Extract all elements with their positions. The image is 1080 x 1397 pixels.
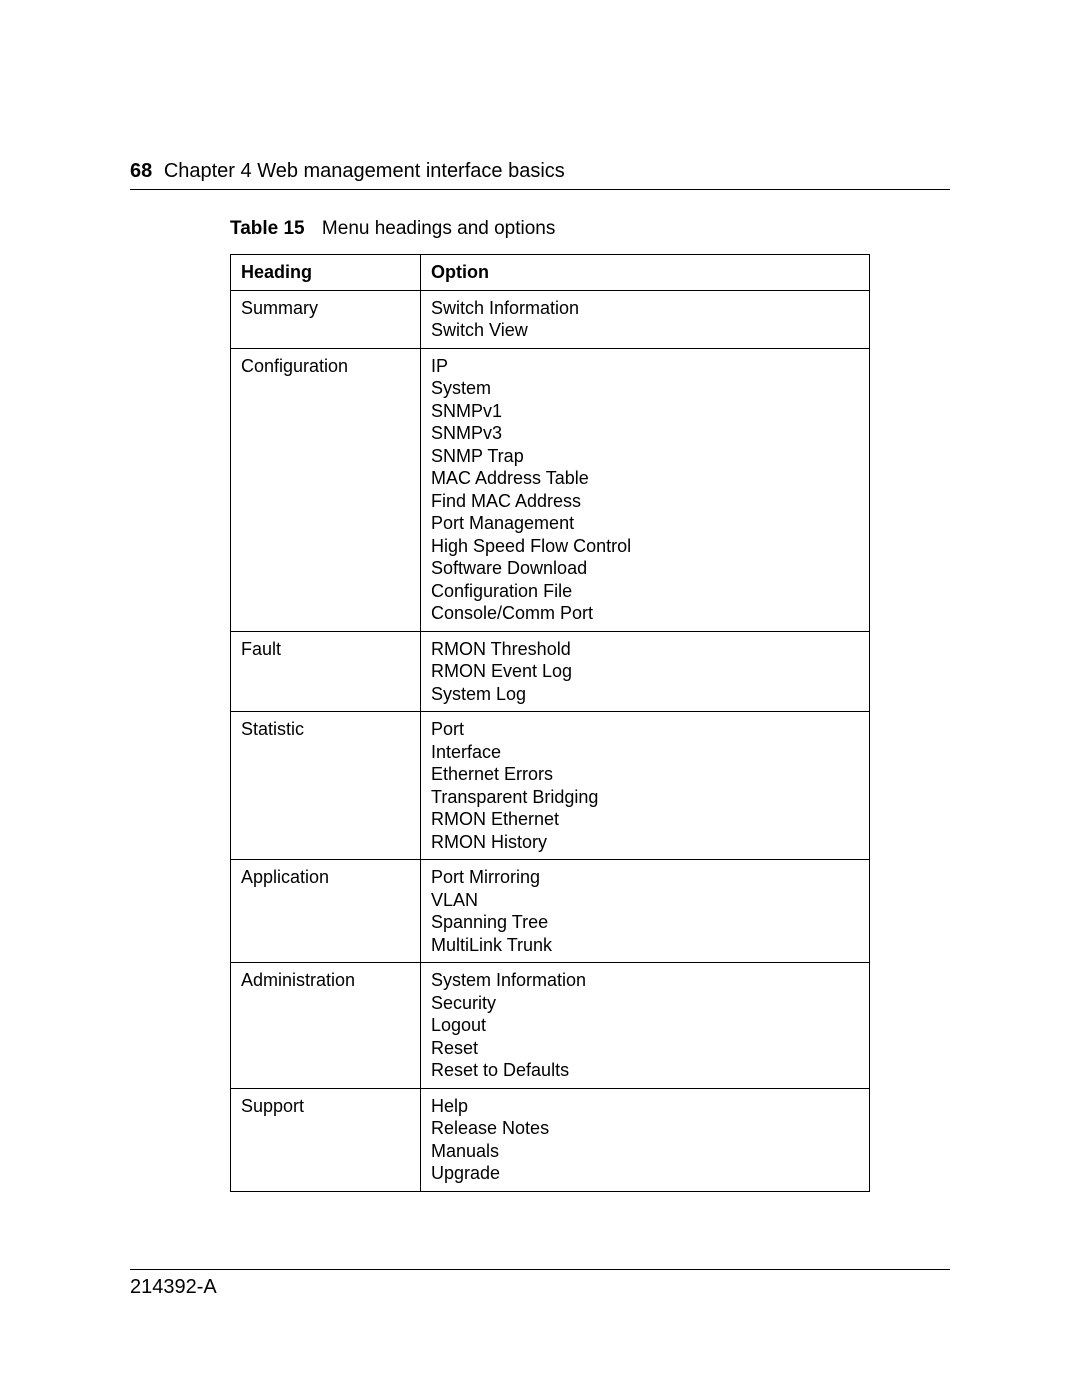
cell-heading: Fault [231, 631, 421, 712]
cell-options: HelpRelease NotesManualsUpgrade [421, 1088, 870, 1191]
option-line: Upgrade [431, 1162, 859, 1185]
option-line: Reset [431, 1037, 859, 1060]
option-line: Find MAC Address [431, 490, 859, 513]
cell-options: Switch InformationSwitch View [421, 290, 870, 348]
option-line: Console/Comm Port [431, 602, 859, 625]
option-line: System Log [431, 683, 859, 706]
option-line: Spanning Tree [431, 911, 859, 934]
cell-heading: Summary [231, 290, 421, 348]
cell-options: PortInterfaceEthernet ErrorsTransparent … [421, 712, 870, 860]
cell-options: System InformationSecurityLogoutResetRes… [421, 963, 870, 1089]
option-line: Switch Information [431, 297, 859, 320]
option-line: Ethernet Errors [431, 763, 859, 786]
option-line: Help [431, 1095, 859, 1118]
page-number: 68 [130, 160, 152, 182]
option-line: System Information [431, 969, 859, 992]
document-page: 68 Chapter 4 Web management interface ba… [0, 0, 1080, 1397]
option-line: Switch View [431, 319, 859, 342]
cell-options: RMON ThresholdRMON Event LogSystem Log [421, 631, 870, 712]
col-heading: Heading [231, 255, 421, 291]
table-caption: Table 15 Menu headings and options [230, 218, 950, 240]
option-line: RMON History [431, 831, 859, 854]
option-line: RMON Event Log [431, 660, 859, 683]
table-caption-text: Menu headings and options [322, 218, 555, 239]
option-line: MultiLink Trunk [431, 934, 859, 957]
option-line: Transparent Bridging [431, 786, 859, 809]
option-line: Security [431, 992, 859, 1015]
col-option: Option [421, 255, 870, 291]
option-line: Software Download [431, 557, 859, 580]
option-line: Port Management [431, 512, 859, 535]
table-body: SummarySwitch InformationSwitch ViewConf… [231, 290, 870, 1191]
cell-heading: Application [231, 860, 421, 963]
cell-heading: Configuration [231, 348, 421, 631]
option-line: RMON Threshold [431, 638, 859, 661]
option-line: RMON Ethernet [431, 808, 859, 831]
table-row: StatisticPortInterfaceEthernet ErrorsTra… [231, 712, 870, 860]
cell-heading: Statistic [231, 712, 421, 860]
option-line: SNMPv1 [431, 400, 859, 423]
cell-heading: Administration [231, 963, 421, 1089]
option-line: IP [431, 355, 859, 378]
table-row: ConfigurationIPSystemSNMPv1SNMPv3SNMP Tr… [231, 348, 870, 631]
document-id: 214392-A [130, 1276, 217, 1298]
cell-options: Port MirroringVLANSpanning TreeMultiLink… [421, 860, 870, 963]
chapter-title: Chapter 4 Web management interface basic… [164, 160, 565, 182]
option-line: Release Notes [431, 1117, 859, 1140]
option-line: Logout [431, 1014, 859, 1037]
option-line: High Speed Flow Control [431, 535, 859, 558]
table-row: SummarySwitch InformationSwitch View [231, 290, 870, 348]
table-row: SupportHelpRelease NotesManualsUpgrade [231, 1088, 870, 1191]
option-line: System [431, 377, 859, 400]
table-row: ApplicationPort MirroringVLANSpanning Tr… [231, 860, 870, 963]
table-header-row: Heading Option [231, 255, 870, 291]
option-line: Reset to Defaults [431, 1059, 859, 1082]
option-line: VLAN [431, 889, 859, 912]
option-line: SNMP Trap [431, 445, 859, 468]
option-line: Configuration File [431, 580, 859, 603]
option-line: MAC Address Table [431, 467, 859, 490]
option-line: Interface [431, 741, 859, 764]
table-row: FaultRMON ThresholdRMON Event LogSystem … [231, 631, 870, 712]
option-line: Port Mirroring [431, 866, 859, 889]
cell-heading: Support [231, 1088, 421, 1191]
page-header: 68 Chapter 4 Web management interface ba… [130, 160, 950, 190]
option-line: SNMPv3 [431, 422, 859, 445]
table-caption-label: Table 15 [230, 218, 305, 239]
option-line: Manuals [431, 1140, 859, 1163]
table-row: AdministrationSystem InformationSecurity… [231, 963, 870, 1089]
option-line: Port [431, 718, 859, 741]
cell-options: IPSystemSNMPv1SNMPv3SNMP TrapMAC Address… [421, 348, 870, 631]
page-footer: 214392-A [130, 1269, 950, 1299]
menu-table: Heading Option SummarySwitch Information… [230, 254, 870, 1192]
